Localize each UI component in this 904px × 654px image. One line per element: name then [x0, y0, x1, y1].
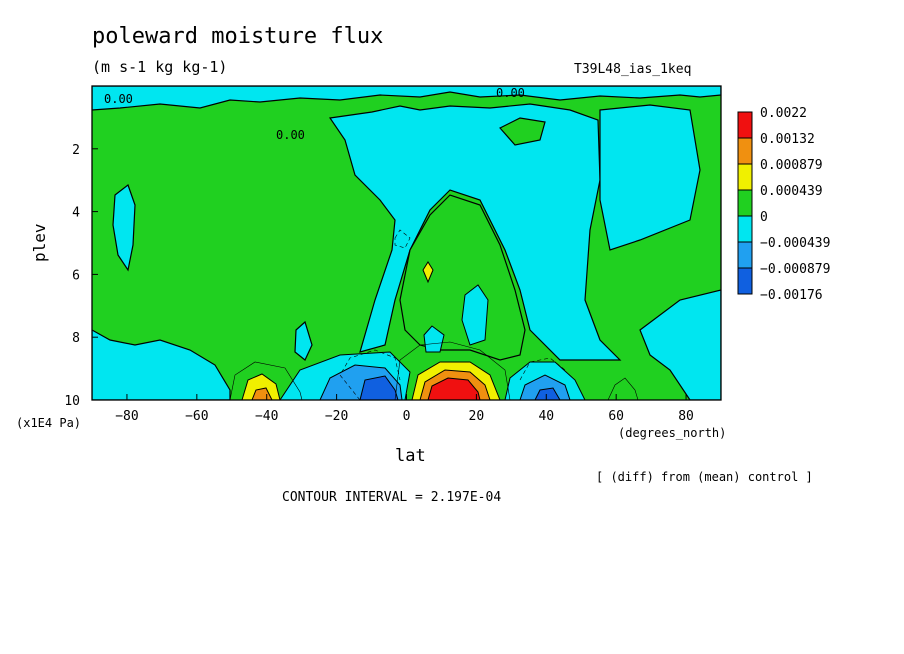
region-sh-low-negative [92, 329, 231, 400]
y-axis-unit: (x1E4 Pa) [16, 416, 82, 430]
contour-label-3: 0.00 [496, 86, 525, 100]
difference-note: [ (diff) from (mean) control ] [596, 470, 813, 484]
x-tick-label: −60 [185, 409, 208, 424]
x-tick-label: 80 [678, 409, 694, 424]
region-nh-low-negative [639, 289, 721, 400]
legend-color-box [737, 241, 753, 269]
y-tick-label: 2 [72, 143, 80, 158]
region-mid-blob-negative [294, 320, 313, 361]
region-mid-negative-cell [461, 284, 489, 346]
y-tick-label: 10 [64, 394, 80, 409]
legend-label: −0.00176 [760, 288, 823, 303]
contour-label-2: 0.00 [276, 128, 305, 142]
legend-color-box [737, 163, 753, 191]
region-nh-surface-neg3 [534, 387, 561, 400]
region-sh-blob-negative [112, 184, 136, 272]
x-tick-label: −40 [255, 409, 278, 424]
region-mid-positive-cell [422, 261, 434, 284]
legend-color-box [737, 215, 753, 243]
x-tick-label: 0 [403, 409, 411, 424]
region-central-negative [328, 103, 622, 361]
region-sh-surface-neg3 [359, 375, 399, 400]
x-axis-unit: (degrees_north) [618, 426, 727, 440]
legend: 0.0022 0.00132 0.000879 0.000439 0 −0.000439 −… [737, 106, 830, 303]
region-upper-positive-patch [499, 117, 546, 146]
region-tropical-surface-pos3 [427, 377, 481, 400]
chart-title: poleward moisture flux [92, 24, 384, 49]
x-tick-label: 20 [469, 409, 485, 424]
dashed-contour-3 [394, 229, 411, 249]
x-tick-label: −80 [115, 409, 138, 424]
chart-subtitle: (m s-1 kg kg-1) [92, 58, 228, 76]
legend-color-box [737, 111, 753, 139]
contour-label-1: 0.00 [104, 92, 133, 106]
region-tropical-positive-tongue [399, 194, 526, 361]
legend-color-box [737, 267, 753, 295]
x-tick-label: −20 [325, 409, 348, 424]
region-sh-surface-pos1 [241, 373, 281, 400]
thin-contour-3 [607, 377, 639, 400]
legend-label: 0.0022 [760, 106, 807, 121]
x-axis-label: lat [395, 446, 426, 466]
contour-interval: CONTOUR INTERVAL = 2.197E-04 [282, 490, 502, 505]
legend-label: 0.00132 [760, 132, 815, 147]
x-tick-label: 60 [608, 409, 624, 424]
y-tick-label: 6 [72, 268, 80, 283]
region-mid-negative-cell2 [423, 325, 445, 353]
x-tick-label: 40 [538, 409, 554, 424]
contour-fill-area [92, 86, 721, 400]
thin-contour-1 [229, 361, 303, 400]
y-tick-label: 8 [72, 331, 80, 346]
legend-color-box [737, 189, 753, 217]
thin-contour-2 [394, 341, 511, 400]
legend-label: 0.000439 [760, 184, 823, 199]
legend-label: 0 [760, 210, 768, 225]
legend-label: −0.000879 [760, 262, 830, 277]
legend-color-box [737, 137, 753, 165]
run-label: T39L48_ias_1keq [574, 62, 692, 77]
region-nh-negative-strip [599, 104, 701, 251]
y-tick-label: 4 [72, 206, 80, 221]
region-nh-surface-neg2 [519, 374, 571, 400]
region-upper-negative [92, 86, 721, 111]
dashed-contour-1 [339, 349, 401, 400]
axes: −80 −60 −40 −20 0 20 40 60 80 2 4 6 8 10 [64, 143, 694, 424]
legend-label: −0.000439 [760, 236, 830, 251]
dashed-contour-2 [519, 357, 566, 381]
legend-label: 0.000879 [760, 158, 823, 173]
